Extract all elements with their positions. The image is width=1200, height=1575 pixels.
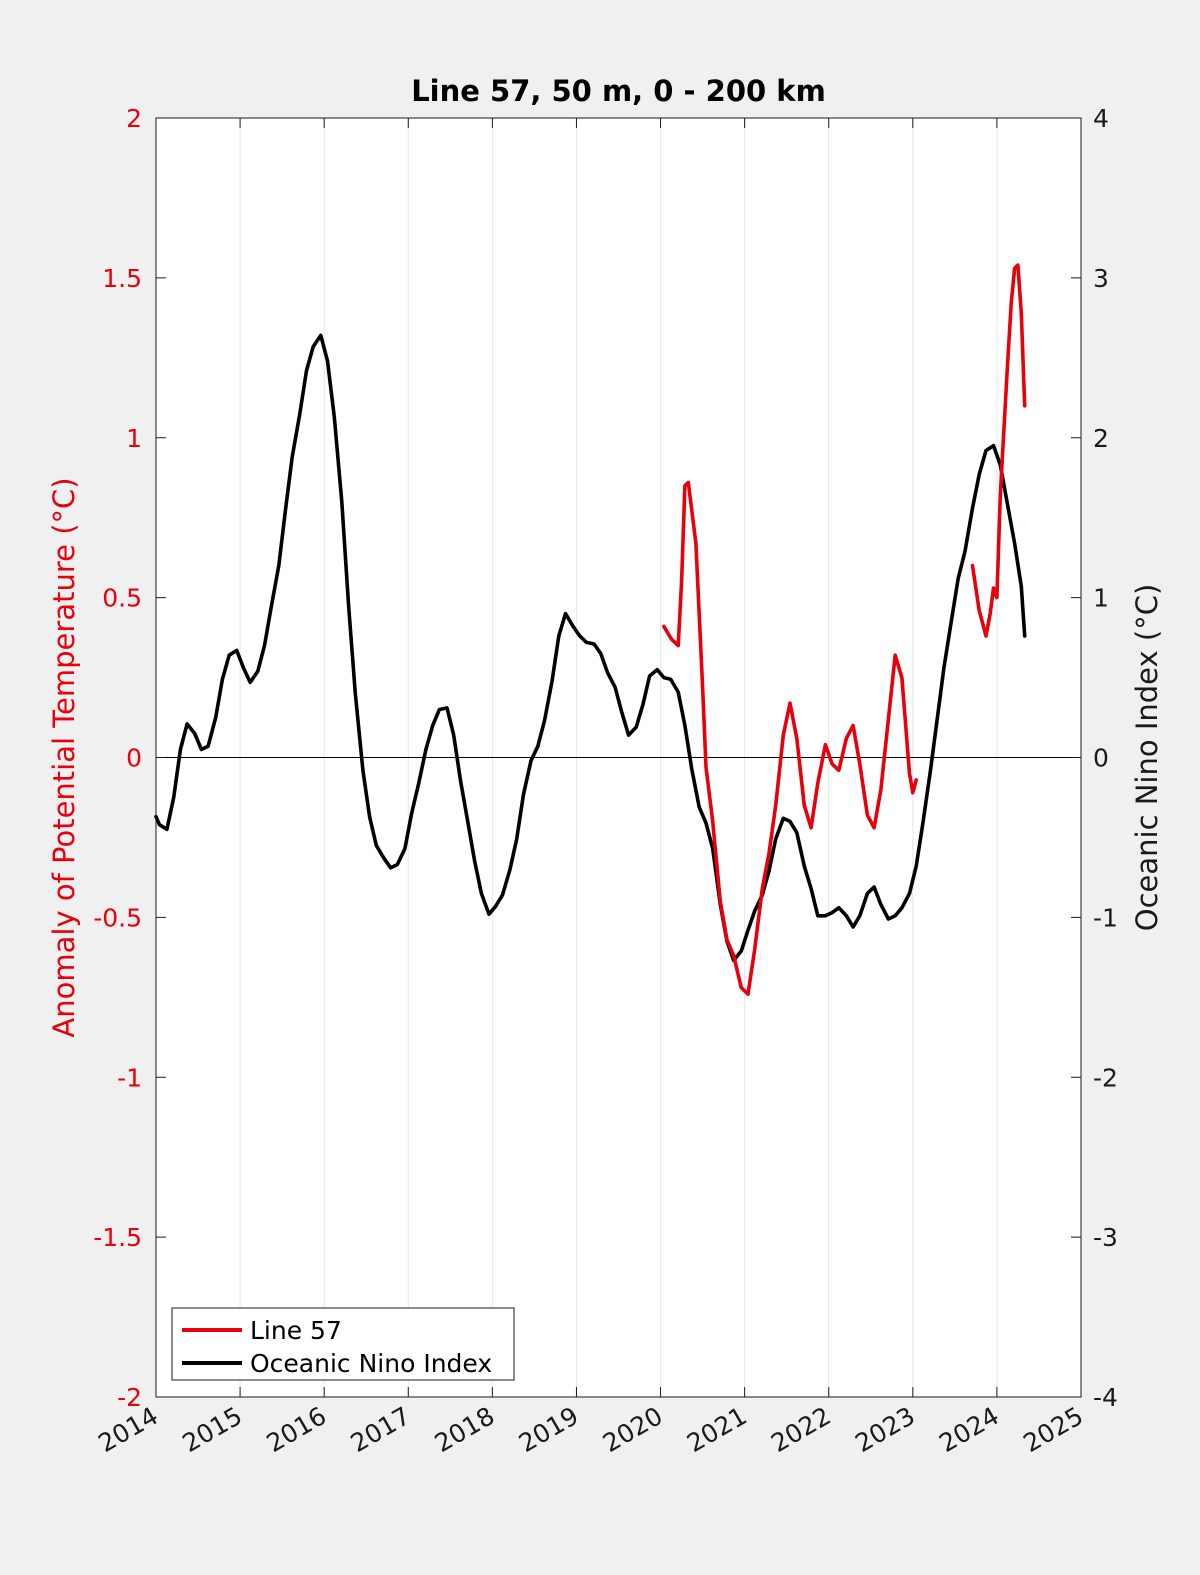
y-right-tick-label: -3 — [1093, 1223, 1118, 1252]
y-left-tick-label: 1 — [126, 424, 142, 453]
legend-oni-label: Oceanic Nino Index — [250, 1349, 492, 1378]
y-right-tick-label: -2 — [1093, 1063, 1118, 1092]
y-left-tick-label: 2 — [126, 104, 142, 133]
x-tick-label: 2019 — [514, 1401, 584, 1458]
legend: Line 57 Oceanic Nino Index — [171, 1307, 515, 1381]
y-right-tick-label: -4 — [1093, 1383, 1118, 1412]
chart-title: Line 57, 50 m, 0 - 200 km — [411, 74, 826, 108]
y-left-tick-label: -1 — [117, 1063, 142, 1092]
y-right-tick-label: 4 — [1093, 104, 1109, 133]
x-tick-label: 2023 — [850, 1401, 920, 1458]
x-tick-label: 2022 — [766, 1401, 836, 1458]
x-tick-label: 2017 — [346, 1401, 416, 1458]
y-left-tick-label: 1.5 — [102, 264, 142, 293]
x-tick-label: 2024 — [934, 1401, 1004, 1458]
x-tick-label: 2016 — [262, 1401, 332, 1458]
legend-line-57-label: Line 57 — [250, 1316, 342, 1345]
y-right-tick-label: 0 — [1093, 744, 1109, 773]
series-layer — [154, 263, 1027, 996]
y-right-tick-label: -1 — [1093, 903, 1118, 932]
y-left-tick-label: -2 — [117, 1383, 142, 1412]
y-right-tick-label: 2 — [1093, 424, 1109, 453]
y-left-tick-label: 0.5 — [102, 584, 142, 613]
y-axis-right-label: Oceanic Nino Index (°C) — [1130, 584, 1164, 932]
y-left-tick-label: -1.5 — [93, 1223, 142, 1252]
oni-series-segment-0 — [154, 333, 1027, 963]
x-tick-label: 2018 — [430, 1401, 500, 1458]
x-tick-label: 2015 — [177, 1401, 247, 1458]
line-57-series-segment-0 — [662, 480, 918, 996]
x-tick-label: 2021 — [682, 1401, 752, 1458]
y-right-tick-label: 1 — [1093, 584, 1109, 613]
y-left-tick-label: 0 — [126, 744, 142, 773]
y-left-tick-label: -0.5 — [93, 903, 142, 932]
legend-box — [171, 1307, 515, 1381]
x-tick-label: 2025 — [1018, 1401, 1088, 1458]
line-57-series-segment-1 — [970, 263, 1027, 638]
y-right-tick-label: 3 — [1093, 264, 1109, 293]
y-axis-left-label: Anomaly of Potential Temperature (°C) — [47, 477, 81, 1037]
x-tick-label: 2020 — [598, 1401, 668, 1458]
